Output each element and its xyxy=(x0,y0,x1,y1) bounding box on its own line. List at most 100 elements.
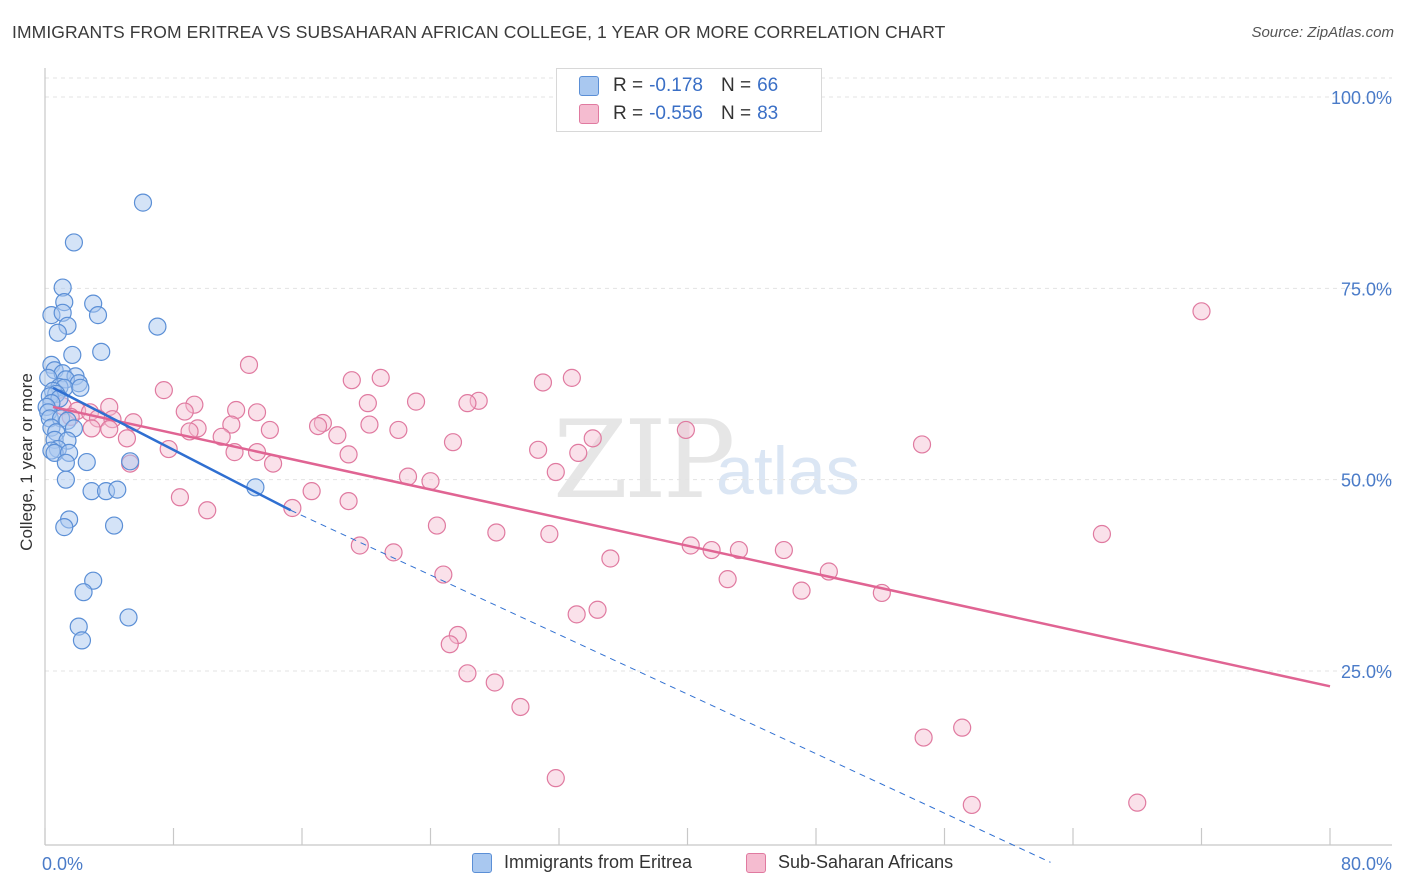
sub-saharan-point xyxy=(247,403,267,422)
sub-saharan-point xyxy=(154,381,173,400)
sub-saharan-point xyxy=(533,373,553,392)
legend-n-label: N = xyxy=(720,75,752,96)
eritrea-point xyxy=(104,516,124,535)
sub-saharan-point xyxy=(82,419,101,438)
sub-saharan-point xyxy=(313,413,332,433)
sub-saharan-point xyxy=(406,392,426,411)
bottom-legend-swatch-sub-saharan xyxy=(746,852,766,873)
sub-saharan-point xyxy=(308,416,328,436)
sub-saharan-point xyxy=(914,728,933,747)
sub-saharan-point xyxy=(339,445,358,464)
eritrea-point xyxy=(71,378,90,397)
sub-saharan-point xyxy=(358,394,377,413)
sub-saharan-point xyxy=(185,395,204,414)
sub-saharan-point xyxy=(601,549,620,568)
source-label: Source: ZipAtlas.com xyxy=(1251,24,1394,41)
y-tick-label: 75.0% xyxy=(1341,279,1392,299)
sub-saharan-point xyxy=(567,605,586,624)
legend-r-label: R = xyxy=(613,75,644,96)
sub-saharan-point xyxy=(328,426,347,445)
eritrea-point xyxy=(74,583,93,602)
sub-saharan-point xyxy=(485,673,504,692)
legend-row-eritrea: R = -0.178 N = 66 xyxy=(579,73,778,99)
sub-saharan-point xyxy=(676,420,695,440)
bottom-legend-eritrea: Immigrants from Eritrea xyxy=(472,852,692,873)
eritrea-point xyxy=(64,233,84,252)
sub-saharan-point xyxy=(443,433,463,452)
x-tick-label: 0.0% xyxy=(42,854,83,874)
legend-row-sub-saharan: R = -0.556 N = 83 xyxy=(579,101,778,127)
watermark-atlas: atlas xyxy=(716,433,860,509)
legend-swatch-eritrea xyxy=(579,76,599,96)
sub-saharan-point xyxy=(302,482,321,501)
sub-saharan-point xyxy=(912,435,932,454)
sub-saharan-point xyxy=(469,391,488,410)
sub-saharan-point xyxy=(1192,302,1211,321)
sub-saharan-trend-line xyxy=(52,405,1331,688)
sub-saharan-point xyxy=(562,368,581,387)
correlation-legend: R = -0.178 N = 66 R = -0.556 N = 83 xyxy=(556,68,822,132)
sub-saharan-point xyxy=(360,415,379,434)
bottom-legend-label-sub-saharan: Sub-Saharan Africans xyxy=(778,852,954,872)
eritrea-point xyxy=(72,631,92,650)
y-tick-label: 25.0% xyxy=(1341,662,1392,682)
sub-saharan-point xyxy=(953,718,972,737)
legend-r-value: -0.556 xyxy=(649,103,703,124)
sub-saharan-point xyxy=(511,697,530,717)
eritrea-point xyxy=(121,452,140,471)
sub-saharan-point xyxy=(434,565,453,584)
eritrea-point xyxy=(56,470,75,489)
sub-saharan-point xyxy=(546,769,565,788)
sub-saharan-point xyxy=(389,420,408,440)
legend-swatch-sub-saharan xyxy=(579,104,599,124)
sub-saharan-point xyxy=(458,664,477,683)
chart-title: IMMIGRANTS FROM ERITREA VS SUBSAHARAN AF… xyxy=(12,22,946,42)
eritrea-point xyxy=(77,452,96,472)
sub-saharan-point xyxy=(384,543,403,562)
eritrea-point xyxy=(88,306,108,325)
sub-saharan-point xyxy=(260,420,279,440)
eritrea-point xyxy=(119,608,138,627)
sub-saharan-point xyxy=(546,462,565,482)
series-eritrea-points xyxy=(37,193,265,650)
sub-saharan-point xyxy=(588,600,607,619)
y-tick-label: 100.0% xyxy=(1331,88,1392,108)
y-tick-label: 50.0% xyxy=(1341,471,1392,491)
eritrea-point xyxy=(63,345,82,365)
sub-saharan-point xyxy=(100,420,119,439)
watermark-zip: ZIP xyxy=(553,398,735,523)
sub-saharan-point xyxy=(350,536,369,555)
sub-saharan-point xyxy=(540,524,559,544)
sub-saharan-point xyxy=(239,355,259,374)
sub-saharan-point xyxy=(529,440,548,459)
eritrea-point xyxy=(92,342,111,361)
sub-saharan-point xyxy=(117,429,137,448)
sub-saharan-point xyxy=(427,516,447,535)
axes xyxy=(44,68,1392,846)
sub-saharan-point xyxy=(569,443,588,462)
eritrea-point xyxy=(55,518,74,537)
trend-lines xyxy=(52,386,1331,863)
sub-saharan-point xyxy=(729,540,749,560)
eritrea-point xyxy=(56,453,75,472)
sub-saharan-point xyxy=(962,795,981,815)
series-sub-saharan-points xyxy=(53,302,1211,815)
sub-saharan-point xyxy=(198,501,217,520)
eritrea-point xyxy=(133,193,153,212)
sub-saharan-point xyxy=(212,427,231,446)
sub-saharan-point xyxy=(440,635,459,654)
x-tick-label: 80.0% xyxy=(1341,854,1392,874)
grid-lines xyxy=(45,77,1392,672)
sub-saharan-point xyxy=(342,371,361,390)
y-axis-label: College, 1 year or more xyxy=(17,373,36,551)
sub-saharan-point xyxy=(371,368,390,387)
sub-saharan-point xyxy=(774,540,793,560)
sub-saharan-point xyxy=(583,429,602,448)
sub-saharan-point xyxy=(170,488,190,507)
eritrea-point xyxy=(148,317,167,336)
legend-r-label: R = xyxy=(613,103,644,124)
legend-r-value: -0.178 xyxy=(649,75,703,96)
eritrea-trend-extension xyxy=(290,509,1051,863)
sub-saharan-point xyxy=(175,402,194,421)
bottom-legend-label-eritrea: Immigrants from Eritrea xyxy=(504,852,693,872)
